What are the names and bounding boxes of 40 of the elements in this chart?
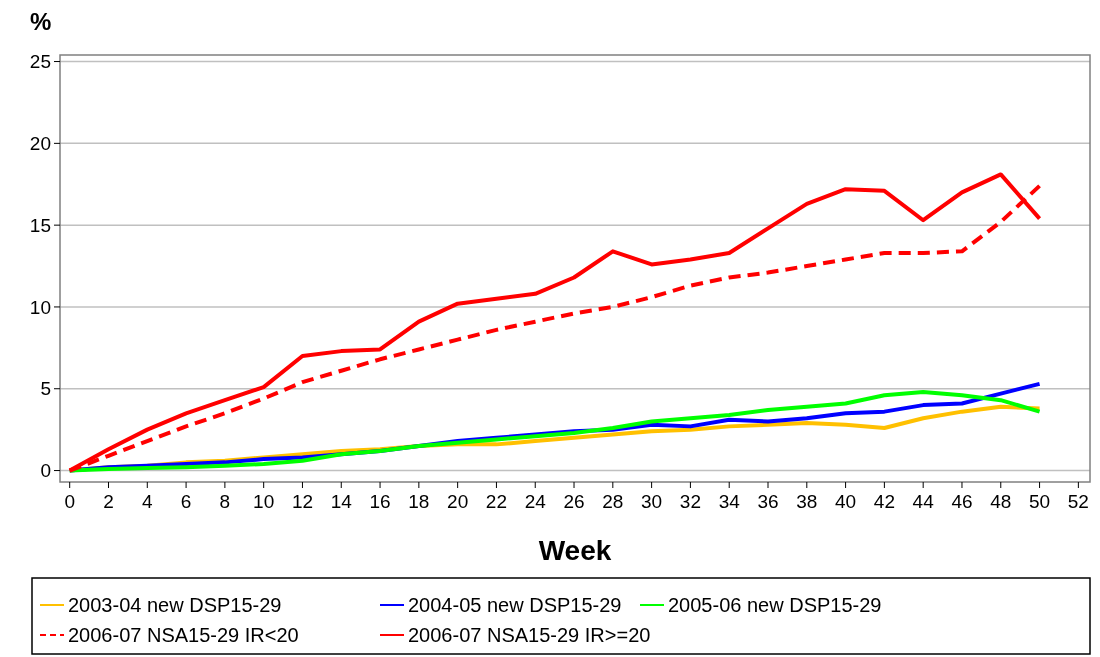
x-tick-label: 46 bbox=[951, 491, 973, 512]
x-tick-label: 16 bbox=[369, 491, 391, 512]
y-tick-label: 5 bbox=[40, 378, 51, 400]
x-tick-label: 38 bbox=[796, 491, 818, 512]
x-tick-label: 14 bbox=[330, 491, 353, 512]
legend-label: 2003-04 new DSP15-29 bbox=[68, 594, 282, 616]
legend-label: 2006-07 NSA15-29 IR>=20 bbox=[408, 624, 651, 646]
x-tick-label: 34 bbox=[718, 491, 741, 512]
legend-label: 2006-07 NSA15-29 IR<20 bbox=[68, 624, 299, 646]
x-tick-label: 0 bbox=[64, 491, 75, 512]
y-tick-label: 0 bbox=[40, 460, 51, 482]
x-tick-label: 2 bbox=[103, 491, 114, 512]
x-tick-label: 6 bbox=[180, 491, 192, 512]
x-tick-label: 10 bbox=[253, 491, 275, 512]
y-tick-label: 20 bbox=[29, 132, 51, 154]
x-tick-label: 18 bbox=[408, 491, 430, 512]
y-tick-label: 15 bbox=[29, 214, 51, 236]
x-tick-label: 12 bbox=[291, 491, 314, 512]
x-tick-label: 30 bbox=[641, 491, 663, 512]
x-tick-label: 28 bbox=[602, 491, 624, 512]
legend-label: 2005-06 new DSP15-29 bbox=[668, 594, 882, 616]
x-tick-label: 32 bbox=[679, 491, 701, 512]
x-tick-label: 40 bbox=[835, 491, 857, 512]
x-tick-label: 44 bbox=[912, 491, 935, 512]
x-tick-label: 42 bbox=[873, 491, 895, 512]
x-tick-label: 22 bbox=[485, 491, 508, 512]
x-tick-label: 4 bbox=[142, 491, 153, 512]
x-tick-label: 50 bbox=[1029, 491, 1051, 512]
y-tick-label: 10 bbox=[29, 296, 51, 318]
x-tick-label: 20 bbox=[447, 491, 469, 512]
y-tick-label: 25 bbox=[29, 51, 51, 73]
x-tick-label: 52 bbox=[1067, 491, 1089, 512]
legend-label: 2004-05 new DSP15-29 bbox=[408, 594, 622, 616]
x-tick-label: 8 bbox=[219, 491, 231, 512]
x-tick-label: 26 bbox=[563, 491, 585, 512]
x-tick-label: 48 bbox=[990, 491, 1012, 512]
x-tick-label: 24 bbox=[524, 491, 547, 512]
y-axis-title: % bbox=[30, 8, 52, 35]
x-tick-label: 36 bbox=[757, 491, 779, 512]
x-axis-title: Week bbox=[538, 535, 612, 566]
